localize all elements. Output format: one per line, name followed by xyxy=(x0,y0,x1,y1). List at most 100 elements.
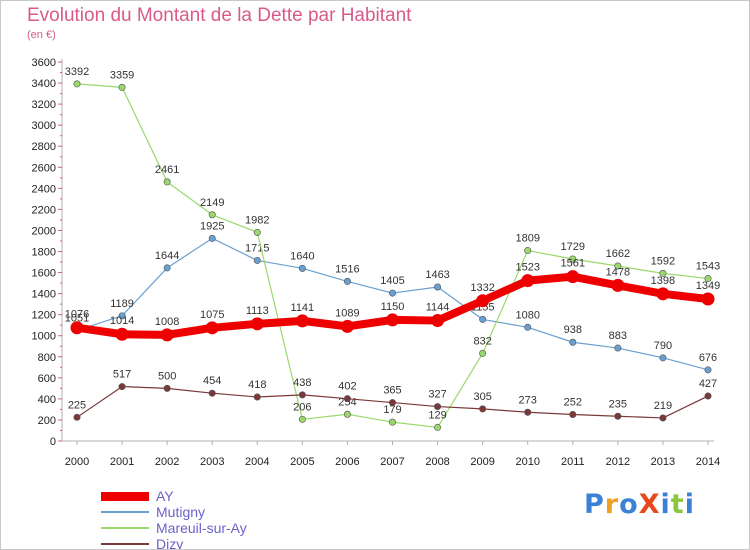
logo-letter: t xyxy=(670,489,685,520)
data-point xyxy=(160,328,174,342)
data-point xyxy=(163,264,171,272)
y-tick-label: 1600 xyxy=(32,268,56,280)
data-label: 235 xyxy=(609,398,627,410)
data-point xyxy=(343,395,351,403)
y-tick-label: 2000 xyxy=(32,225,56,237)
data-label: 2149 xyxy=(200,197,224,209)
data-label: 365 xyxy=(383,385,401,397)
x-tick-label: 2009 xyxy=(470,456,494,468)
data-label: 1332 xyxy=(470,282,494,294)
line-chart: 0 200 400 600 800 1000 1200 1400 1600 1800 2000 220… xyxy=(32,57,721,468)
logo-letter: P xyxy=(584,489,605,520)
data-label: 1640 xyxy=(290,250,314,262)
legend: AY Mutigny Mareuil-sur-Ay Dizy xyxy=(101,488,321,549)
legend-item: AY xyxy=(101,488,321,504)
data-point xyxy=(388,399,396,407)
data-point xyxy=(614,262,622,270)
data-point xyxy=(388,418,396,426)
data-point xyxy=(298,264,306,272)
proxiti-logo: ProXiti xyxy=(584,489,695,520)
data-label: 1398 xyxy=(651,275,675,287)
x-tick-label: 2002 xyxy=(155,456,179,468)
y-tick-label: 3000 xyxy=(32,120,56,132)
data-point xyxy=(566,270,580,284)
data-point xyxy=(118,383,126,391)
x-tick-label: 2012 xyxy=(606,456,630,468)
legend-swatch xyxy=(101,527,149,529)
logo-letter: r xyxy=(604,489,620,520)
data-point xyxy=(250,317,264,331)
data-point xyxy=(701,292,715,306)
data-label: 3392 xyxy=(65,66,89,78)
data-label: 1925 xyxy=(200,220,224,232)
data-label: 1189 xyxy=(110,298,134,310)
data-label: 225 xyxy=(68,399,86,411)
logo-letter: i xyxy=(684,489,695,520)
data-point xyxy=(434,283,442,291)
data-label: 1076 xyxy=(65,309,89,321)
data-label: 1089 xyxy=(335,307,359,319)
data-label: 427 xyxy=(699,378,717,390)
data-label: 305 xyxy=(473,391,491,403)
y-tick-label: 2200 xyxy=(32,204,56,216)
data-label: 402 xyxy=(338,381,356,393)
data-point xyxy=(659,354,667,362)
data-label: 438 xyxy=(293,377,311,389)
legend-item: Mareuil-sur-Ay xyxy=(101,520,321,536)
data-point xyxy=(434,403,442,411)
data-point xyxy=(614,412,622,420)
legend-swatch xyxy=(101,543,149,545)
data-label: 676 xyxy=(699,352,717,364)
x-tick-label: 2005 xyxy=(290,456,314,468)
y-tick-label: 0 xyxy=(50,436,56,448)
data-point xyxy=(295,314,309,328)
y-tick-label: 3600 xyxy=(32,57,56,69)
data-point xyxy=(704,366,712,374)
data-point xyxy=(343,277,351,285)
data-point xyxy=(253,256,261,264)
data-label: 1144 xyxy=(426,302,450,314)
y-tick-label: 3400 xyxy=(32,78,56,90)
data-point xyxy=(479,315,487,323)
data-label: 129 xyxy=(428,409,446,421)
logo-letter: i xyxy=(660,489,671,520)
y-tick-label: 200 xyxy=(38,415,56,427)
legend-swatch xyxy=(101,492,149,501)
data-point xyxy=(704,275,712,283)
data-point xyxy=(208,389,216,397)
y-tick-label: 1000 xyxy=(32,331,56,343)
data-label: 454 xyxy=(203,375,221,387)
y-tick-label: 600 xyxy=(38,373,56,385)
data-point xyxy=(115,327,129,341)
data-label: 1729 xyxy=(561,241,585,253)
data-label: 273 xyxy=(519,394,537,406)
data-label: 938 xyxy=(564,324,582,336)
x-tick-label: 2013 xyxy=(651,456,675,468)
y-tick-label: 3200 xyxy=(32,99,56,111)
data-label: 252 xyxy=(564,396,582,408)
y-tick-label: 2800 xyxy=(32,141,56,153)
data-point xyxy=(163,178,171,186)
x-tick-label: 2011 xyxy=(561,456,585,468)
data-point xyxy=(656,287,670,301)
data-point xyxy=(521,274,535,288)
logo-letter: X xyxy=(638,489,661,520)
data-point xyxy=(434,423,442,431)
data-label: 1516 xyxy=(335,263,359,275)
legend-swatch xyxy=(101,511,149,513)
y-tick-label: 800 xyxy=(38,352,56,364)
data-point xyxy=(163,384,171,392)
x-tick-label: 2014 xyxy=(696,456,720,468)
x-tick-label: 2008 xyxy=(425,456,449,468)
y-tick-label: 400 xyxy=(38,394,56,406)
data-point xyxy=(524,408,532,416)
data-label: 206 xyxy=(293,401,311,413)
logo-letter: o xyxy=(619,489,639,520)
data-point xyxy=(73,413,81,421)
data-label: 1523 xyxy=(515,262,539,274)
data-label: 1349 xyxy=(696,280,720,292)
data-point xyxy=(569,255,577,263)
data-point xyxy=(476,294,490,308)
data-label: 1141 xyxy=(291,302,315,314)
data-label: 500 xyxy=(158,370,176,382)
